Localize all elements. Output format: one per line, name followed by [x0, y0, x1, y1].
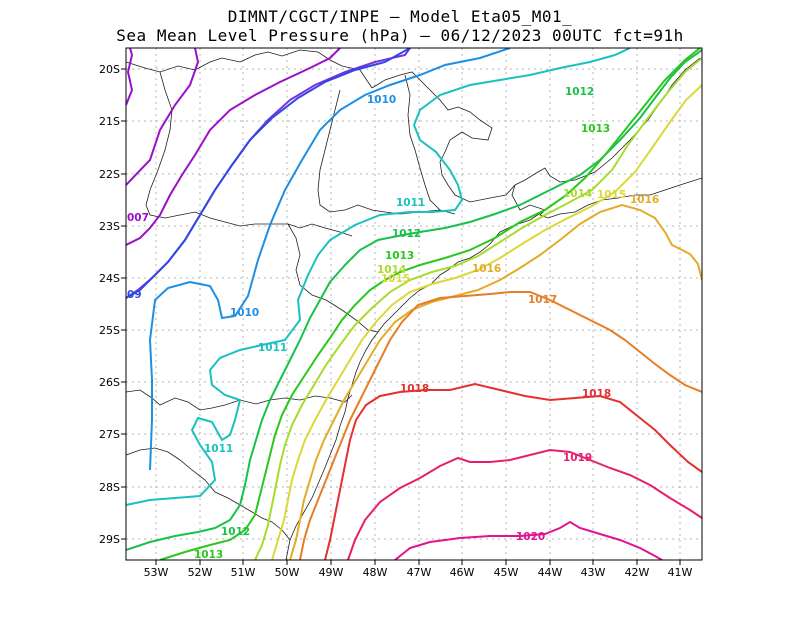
lat-tick-label: 26S [99, 376, 120, 389]
isobar-label-1012: 1012 [565, 86, 594, 98]
lon-tick-label: 51W [231, 566, 256, 579]
isobar-label-1014: 1014 [563, 188, 592, 200]
isobar-1010 [148, 48, 511, 471]
isobar-label-1018: 1018 [400, 383, 429, 395]
latitude-ticks: 20S 21S 22S 23S 24S 25S 26S 27S 28S 29S [99, 63, 126, 546]
state-border [404, 74, 441, 211]
lat-tick-label: 27S [99, 428, 120, 441]
coastline-borders [126, 49, 702, 560]
isobar-label-1012: 1012 [221, 526, 250, 538]
chart-title: DIMNT/CGCT/INPE – Model Eta05_M01_ [227, 7, 573, 26]
isobar-1007 [126, 48, 200, 186]
isobar-1007 [126, 48, 134, 106]
isobar-1007 [126, 48, 341, 246]
lon-tick-label: 53W [144, 566, 169, 579]
isobar-label-1011: 1011 [258, 342, 287, 354]
lat-tick-label: 23S [99, 220, 120, 233]
lon-tick-label: 46W [450, 566, 475, 579]
gridlines [126, 48, 702, 560]
lon-tick-label: 44W [538, 566, 563, 579]
lon-tick-label: 42W [625, 566, 650, 579]
lon-tick-label: 48W [363, 566, 388, 579]
isobar-label-1012: 1012 [392, 228, 421, 240]
lon-tick-label: 52W [188, 566, 213, 579]
lat-tick-label: 20S [99, 63, 120, 76]
lat-tick-label: 24S [99, 272, 120, 285]
lat-tick-label: 21S [99, 115, 120, 128]
isobar-1009 [126, 48, 411, 299]
isobar-label-1016: 1016 [630, 194, 659, 206]
isobar-1011 [126, 48, 631, 506]
isobar-1019 [347, 448, 702, 560]
isobar-label-1010: 1010 [367, 94, 396, 106]
plot-frame [125, 47, 703, 561]
contour-labels: 007 09 1010 1010 1011 1011 1011 1012 1012 1012 101… [127, 86, 659, 561]
isobar-label-1019: 1019 [563, 452, 592, 464]
lat-tick-label: 29S [99, 533, 120, 546]
lat-tick-label: 28S [99, 481, 120, 494]
lon-tick-label: 50W [275, 566, 300, 579]
isobar-label-1011: 1011 [204, 443, 233, 455]
isobar-label-1013: 1013 [581, 123, 610, 135]
isobar-1017 [299, 291, 702, 560]
isobar-label-1009: 09 [127, 289, 142, 301]
isobar-label-1017: 1017 [528, 294, 557, 306]
isobar-label-1020: 1020 [516, 531, 545, 543]
lon-tick-label: 43W [581, 566, 606, 579]
isobar-1014 [254, 57, 702, 560]
isobar-1013 [159, 48, 701, 560]
isobar-label-1007: 007 [127, 212, 149, 224]
isobars [126, 48, 702, 560]
isobar-1020 [394, 520, 663, 560]
coastline [285, 209, 546, 560]
isobar-label-1014: 1014 [377, 264, 406, 276]
isobar-label-1013: 1013 [194, 549, 223, 561]
coastline [511, 177, 702, 219]
isobar-label-1015: 1015 [597, 189, 626, 201]
state-border [287, 223, 379, 333]
longitude-ticks: 53W 52W 51W 50W 49W 48W 47W 46W 45W 44W 43W 42W 41W [144, 560, 693, 579]
isobar-label-1015: 1015 [381, 273, 410, 285]
lat-tick-label: 22S [99, 168, 120, 181]
state-border [145, 71, 353, 237]
isobar-1015 [271, 84, 702, 560]
lon-tick-label: 49W [319, 566, 344, 579]
coastline [371, 57, 701, 203]
lon-tick-label: 41W [668, 566, 693, 579]
lon-tick-label: 45W [494, 566, 519, 579]
isobar-label-1011: 1011 [396, 197, 425, 209]
isobar-label-1018: 1018 [582, 388, 611, 400]
isobar-1018 [324, 382, 702, 560]
lat-tick-label: 25S [99, 324, 120, 337]
state-border [126, 389, 353, 411]
isobar-label-1010: 1010 [230, 307, 259, 319]
isobar-label-1016: 1016 [472, 263, 501, 275]
lon-tick-label: 47W [407, 566, 432, 579]
chart-subtitle: Sea Mean Level Pressure (hPa) – 06/12/20… [116, 26, 684, 45]
isobar-label-1013: 1013 [385, 250, 414, 262]
state-border [126, 49, 373, 89]
